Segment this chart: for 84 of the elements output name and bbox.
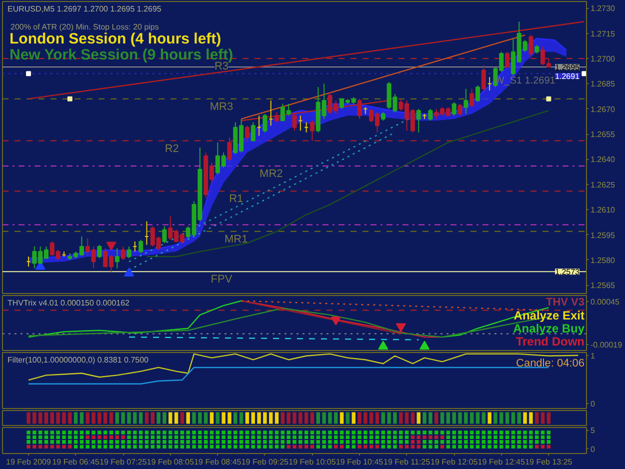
candlestick xyxy=(416,108,421,133)
ref-line-label: R3 xyxy=(214,60,229,73)
candlestick xyxy=(162,226,167,244)
y-tick-label: 1 xyxy=(590,351,596,360)
candlestick xyxy=(452,102,456,116)
point xyxy=(124,268,134,276)
candlestick xyxy=(97,244,102,259)
y-tick-label: 5 xyxy=(590,426,596,436)
annotation: 1.2691 xyxy=(555,72,580,81)
x-tick-label: 19 Feb 10:05 xyxy=(288,458,336,466)
ref-line-label: R2 xyxy=(164,142,179,155)
candlestick xyxy=(120,246,126,260)
annotation: Candle: 04:06 xyxy=(516,358,584,370)
point xyxy=(396,323,406,332)
candlestick xyxy=(262,113,268,133)
ref-line-label: R1 xyxy=(229,193,244,206)
y-tick-label: 1.2595 xyxy=(590,230,616,240)
line-series xyxy=(146,110,550,258)
candlestick xyxy=(310,120,315,142)
x-tick-label: 19 Feb 12:05 xyxy=(430,458,478,466)
annotation: New York Session (9 hours left) xyxy=(10,46,234,64)
candlestick xyxy=(475,84,480,103)
candlestick xyxy=(250,122,256,142)
point xyxy=(26,71,32,76)
point xyxy=(330,316,341,326)
annotation: W_S1 1.2691 xyxy=(494,76,556,87)
candlestick xyxy=(428,108,433,122)
y-tick-label: 1.2715 xyxy=(590,29,616,38)
ref-line-label: MR1 xyxy=(224,233,248,246)
chart-title: EURUSD,M5 1.2697 1.2700 1.2695 1.2695 xyxy=(8,4,162,14)
candlestick xyxy=(114,248,120,269)
y-tick-label: 0 xyxy=(590,400,596,409)
y-tick-label: 0.00045 xyxy=(590,298,620,307)
x-tick-label: 19 Feb 2009 xyxy=(6,458,52,466)
ref-line-label: MR2 xyxy=(260,168,283,180)
y-tick-label: 1.2580 xyxy=(590,256,616,265)
ref-line-label: MR3 xyxy=(210,100,234,113)
y-tick-label: 0 xyxy=(590,444,596,454)
x-tick-label: 19 Feb 08:05 xyxy=(146,458,194,466)
point xyxy=(420,340,430,350)
annotation: 1.2695 xyxy=(555,62,580,72)
candlestick xyxy=(292,113,297,132)
annotation: THV V3 xyxy=(546,296,585,308)
chart-title: Filter(100,1.00000000,0) 0.8381 0.7500 xyxy=(8,356,150,364)
point xyxy=(67,96,72,102)
candlestick xyxy=(481,64,486,93)
y-tick-label: 1.2655 xyxy=(590,130,616,140)
x-tick-label: 19 Feb 12:45 xyxy=(478,458,526,466)
point xyxy=(546,96,552,102)
point xyxy=(582,71,586,76)
x-tick-label: 19 Feb 10:45 xyxy=(336,458,384,466)
y-tick-label: 1.2730 xyxy=(590,4,616,14)
point xyxy=(378,340,388,350)
annotation: Trend Down xyxy=(516,334,585,348)
candlestick xyxy=(357,98,362,120)
candlestick xyxy=(458,103,462,116)
text: 200% of ATR (20) Min. Stop Loss: 20 pips xyxy=(10,22,159,32)
annotation: 1.2573 xyxy=(555,268,580,277)
y-tick-label: 1.2640 xyxy=(590,155,616,164)
y-tick-label: 1.2610 xyxy=(590,206,616,215)
y-tick-label: 1.2700 xyxy=(590,54,616,64)
y-tick-label: 1.2625 xyxy=(590,180,616,190)
annotation: London Session (4 hours left) xyxy=(10,30,222,48)
candlestick xyxy=(274,112,280,123)
x-tick-label: 19 Feb 13:25 xyxy=(525,458,573,466)
y-tick-label: 1.2670 xyxy=(590,104,616,114)
chart-title: THVTrix v4.01 0.000150 0.000162 xyxy=(8,298,130,308)
y-tick-label: -0.00019 xyxy=(590,340,623,350)
candlestick xyxy=(126,246,132,259)
candlestick xyxy=(138,239,144,254)
x-tick-label: 19 Feb 11:25 xyxy=(384,458,431,466)
x-tick-label: 19 Feb 07:25 xyxy=(100,458,148,466)
x-tick-label: 19 Feb 09:25 xyxy=(241,458,290,466)
x-tick-label: 19 Feb 08:45 xyxy=(194,458,242,466)
candlestick xyxy=(470,88,474,108)
candlestick xyxy=(464,88,468,114)
annotation: Analyze Exit xyxy=(514,308,585,322)
line-series xyxy=(28,366,550,384)
y-tick-label: 1.2565 xyxy=(590,281,616,290)
annotation: Analyze Buy xyxy=(513,322,585,336)
y-tick-label: 1.2685 xyxy=(590,80,616,89)
ref-line-label: FPV xyxy=(210,274,233,286)
x-tick-label: 19 Feb 06:45 xyxy=(52,458,100,466)
candlestick xyxy=(244,125,250,142)
